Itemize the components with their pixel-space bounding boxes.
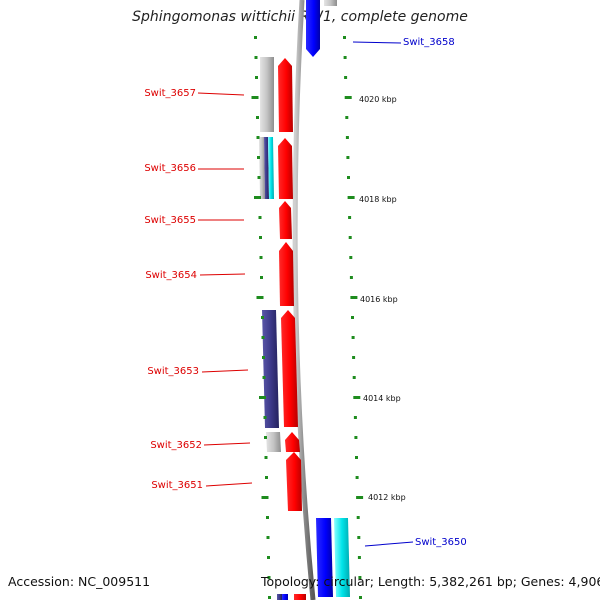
minor-tick	[351, 336, 355, 339]
major-tick	[353, 396, 361, 399]
minor-tick	[257, 176, 261, 179]
gray-feature-3657	[260, 57, 274, 132]
minor-tick	[343, 56, 347, 59]
minor-tick	[353, 416, 357, 419]
gene-label-swit-3655[interactable]: Swit_3655	[144, 215, 196, 226]
gene-arrow-swit-3654[interactable]	[279, 242, 294, 306]
minor-tick	[355, 476, 359, 479]
minor-tick	[348, 216, 352, 219]
bottom-slate-feature	[277, 594, 282, 600]
minor-tick	[346, 156, 350, 159]
minor-tick	[344, 76, 348, 79]
minor-tick	[347, 176, 350, 179]
major-tick	[259, 396, 266, 399]
gene-label-swit-3658[interactable]: Swit_3658	[403, 37, 455, 48]
minor-tick	[356, 516, 360, 519]
leader-lines	[197, 41, 414, 547]
right-tick-column	[343, 36, 364, 599]
minor-tick	[259, 236, 262, 239]
gene-label-swit-3650[interactable]: Swit_3650	[415, 537, 467, 548]
minor-tick	[354, 436, 358, 439]
minor-tick	[255, 76, 258, 79]
minor-tick	[345, 136, 349, 139]
genome-backbone	[292, 0, 316, 600]
major-tick	[251, 96, 259, 99]
minor-tick	[260, 276, 263, 279]
gene-arrow-swit-3652[interactable]	[285, 432, 300, 452]
minor-tick	[266, 516, 269, 519]
minor-tick	[357, 536, 361, 539]
mixed-feature-3656	[259, 137, 274, 199]
minor-tick	[264, 456, 268, 459]
gene-arrow-swit-3657[interactable]	[278, 58, 293, 132]
minor-tick	[262, 376, 266, 379]
minor-tick	[264, 436, 267, 439]
minor-tick	[358, 576, 362, 579]
minor-tick	[349, 276, 353, 279]
minor-tick	[263, 416, 267, 419]
gene-arrow-swit-3651[interactable]	[286, 452, 302, 511]
minor-tick	[357, 556, 361, 559]
axis-label-4014kbp: 4014 kbp	[363, 394, 401, 403]
gene-label-swit-3651[interactable]: Swit_3651	[151, 480, 203, 491]
major-tick	[261, 496, 269, 499]
major-tick	[256, 296, 264, 299]
axis-label-4012kbp: 4012 kbp	[368, 493, 406, 502]
minor-tick	[352, 376, 356, 379]
minor-tick	[267, 576, 271, 579]
minor-tick	[265, 476, 268, 479]
gene-label-swit-3653[interactable]: Swit_3653	[147, 366, 199, 377]
gene-label-swit-3657[interactable]: Swit_3657	[144, 88, 196, 99]
minor-tick	[355, 456, 358, 459]
minor-tick	[256, 136, 260, 139]
axis-label-4020kbp: 4020 kbp	[359, 95, 397, 104]
axis-label-4016kbp: 4016 kbp	[360, 295, 398, 304]
major-tick	[344, 96, 352, 99]
cyan-feature-3650	[334, 518, 350, 597]
minor-tick	[351, 316, 354, 319]
gene-label-swit-3652[interactable]: Swit_3652	[150, 440, 202, 451]
minor-tick	[257, 156, 260, 159]
slate-feature-3653	[262, 310, 279, 428]
axis-label-4018kbp: 4018 kbp	[359, 195, 397, 204]
minor-tick	[268, 596, 271, 599]
gene-arrow-swit-3653[interactable]	[281, 310, 298, 427]
minor-tick	[348, 236, 352, 239]
minor-tick	[343, 36, 346, 39]
gene-arrow-swit-3656[interactable]	[278, 138, 293, 199]
major-tick	[347, 196, 355, 199]
gene-arrow-swit-3650[interactable]	[316, 518, 333, 597]
gray-feature-top	[324, 0, 337, 6]
minor-tick	[261, 316, 264, 319]
minor-tick	[359, 596, 362, 599]
minor-tick	[345, 116, 349, 119]
minor-tick	[352, 356, 356, 359]
minor-tick	[256, 116, 259, 119]
minor-tick	[262, 356, 265, 359]
left-tick-column	[251, 36, 271, 599]
bottom-blue-feature	[282, 594, 288, 600]
bottom-red-feature	[294, 594, 306, 600]
gene-label-swit-3654[interactable]: Swit_3654	[145, 270, 197, 281]
gene-arrow-swit-3655[interactable]	[279, 201, 292, 239]
minor-tick	[258, 216, 262, 219]
minor-tick	[254, 56, 258, 59]
major-tick	[350, 296, 358, 299]
gene-label-swit-3656[interactable]: Swit_3656	[144, 163, 196, 174]
accession-text: Accession: NC_009511	[8, 574, 151, 589]
major-tick	[356, 496, 364, 499]
minor-tick	[266, 536, 270, 539]
gene-arrow-swit-3658[interactable]	[306, 0, 320, 57]
genome-summary-text: Topology: circular; Length: 5,382,261 bp…	[261, 574, 600, 589]
minor-tick	[254, 36, 257, 39]
major-tick	[254, 196, 261, 199]
minor-tick	[259, 256, 263, 259]
minor-tick	[261, 336, 265, 339]
minor-tick	[349, 256, 353, 259]
minor-tick	[267, 556, 270, 559]
gray-feature-3652	[266, 432, 281, 452]
